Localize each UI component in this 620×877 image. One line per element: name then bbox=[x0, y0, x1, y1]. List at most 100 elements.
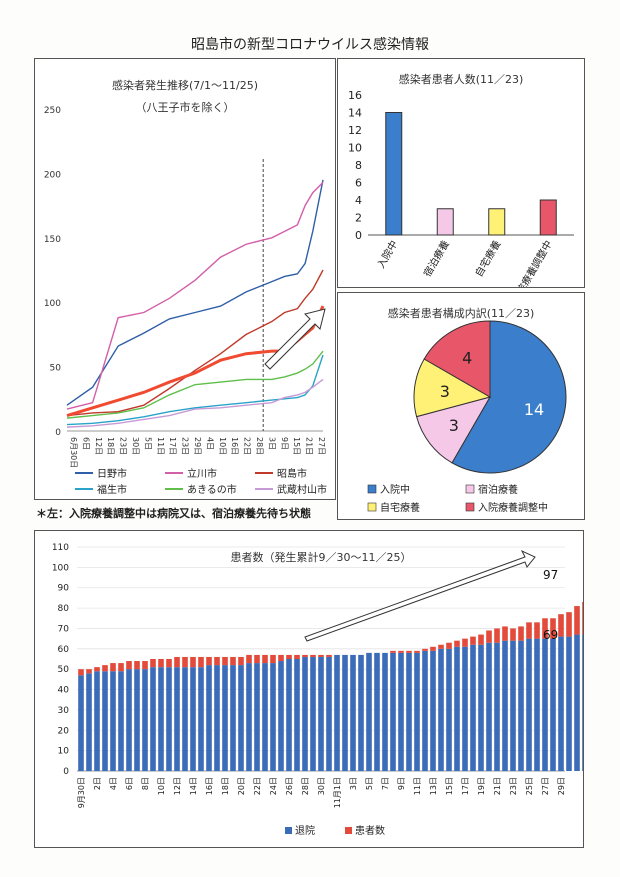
x-tick-label: 8日 bbox=[141, 777, 150, 790]
trend-arrow bbox=[304, 549, 536, 642]
bar-discharged bbox=[230, 665, 236, 771]
bar-patients bbox=[542, 618, 548, 639]
y-tick-label: 250 bbox=[44, 106, 61, 116]
bar-patients bbox=[390, 650, 396, 653]
bar-patients bbox=[494, 628, 500, 643]
bar-patients bbox=[110, 663, 116, 672]
bar-discharged bbox=[126, 669, 132, 771]
bar-discharged bbox=[342, 654, 348, 771]
x-tick-label: 12日 bbox=[173, 777, 182, 795]
y-tick-label: 14 bbox=[348, 107, 362, 120]
chart-title: 患者数（発生累計9／30～11／25） bbox=[231, 550, 412, 564]
bar-patients bbox=[574, 606, 580, 635]
legend-swatch bbox=[285, 827, 292, 834]
slice-label: 3 bbox=[440, 382, 450, 401]
bar-patients bbox=[270, 654, 276, 664]
bar-patients bbox=[182, 656, 188, 668]
y-tick-label: 100 bbox=[52, 563, 69, 573]
y-tick-label: 80 bbox=[58, 604, 70, 614]
x-tick-label: 10日 bbox=[218, 437, 227, 455]
x-tick-label: 25日 bbox=[525, 777, 534, 795]
bar-discharged bbox=[270, 663, 276, 771]
bar-patients bbox=[86, 669, 92, 674]
bar-discharged bbox=[566, 636, 572, 771]
y-tick-label: 40 bbox=[58, 686, 70, 696]
legend-label: 入院療養調整中 bbox=[478, 501, 548, 514]
category-label: 宿泊療養 bbox=[421, 238, 452, 279]
chart-title: 感染者患者人数(11／23) bbox=[399, 72, 524, 86]
bar-discharged bbox=[326, 656, 332, 771]
x-tick-label: 13日 bbox=[429, 777, 438, 795]
bar-discharged bbox=[318, 656, 324, 771]
category-label: 入院中 bbox=[374, 238, 400, 270]
x-tick-label: 24日 bbox=[269, 777, 278, 795]
bar-patients bbox=[238, 656, 244, 666]
bar-discharged bbox=[358, 654, 364, 771]
y-tick-label: 0 bbox=[63, 767, 69, 777]
bar-discharged bbox=[174, 667, 180, 771]
y-tick-label: 110 bbox=[52, 543, 69, 553]
bar-discharged bbox=[350, 654, 356, 771]
bar-patients bbox=[118, 663, 124, 672]
bar-patients bbox=[254, 654, 260, 664]
x-tick-label: 16日 bbox=[205, 777, 214, 795]
legend-swatch bbox=[465, 502, 475, 512]
bar-patients bbox=[102, 665, 108, 672]
bar-discharged bbox=[534, 638, 540, 771]
bar-patients bbox=[214, 656, 220, 666]
status-bar-panel: 感染者患者人数(11／23) 0 2 4 6 8 10 12 14 16 入院中 宿泊療養 自宅療養 入院… bbox=[337, 58, 585, 305]
bar-patients bbox=[134, 661, 140, 670]
y-tick-label: 2 bbox=[355, 212, 362, 225]
bar-patients bbox=[126, 661, 132, 670]
legend-label: 患者数 bbox=[355, 824, 385, 837]
bar-discharged bbox=[190, 667, 196, 771]
bar-patients bbox=[550, 618, 556, 639]
bar-discharged bbox=[414, 652, 420, 771]
bar-patients bbox=[406, 650, 412, 653]
x-tick-label: 27日 bbox=[317, 437, 326, 455]
x-tick-label: 21日 bbox=[305, 437, 314, 455]
bar-patients bbox=[78, 669, 84, 676]
bar-discharged bbox=[390, 652, 396, 771]
x-tick-label: 28日 bbox=[301, 777, 310, 795]
x-tick-label: 3日 bbox=[267, 437, 276, 450]
bar-discharged bbox=[262, 663, 268, 771]
slice-label: 14 bbox=[524, 400, 544, 419]
series-line bbox=[66, 179, 324, 406]
bar-patients bbox=[566, 612, 572, 637]
end-label-discharged: 69 bbox=[543, 628, 558, 642]
line-chart: 感染者発生推移(7/1～11/25) （八王子市を除く） 0 50 100 150 200 2… bbox=[44, 78, 327, 496]
bar bbox=[385, 112, 403, 236]
x-tick-label: 23日 bbox=[181, 437, 190, 455]
bar-patients bbox=[462, 638, 468, 647]
legend-label: あきるの市 bbox=[187, 483, 237, 496]
x-tick-label: 4日 bbox=[109, 777, 118, 790]
category-label: 入院療養調整中 bbox=[509, 238, 555, 287]
bar-discharged bbox=[494, 642, 500, 771]
y-tick-label: 70 bbox=[58, 624, 70, 634]
bar-discharged bbox=[118, 671, 124, 771]
x-tick-label: 23日 bbox=[119, 437, 128, 455]
x-tick-label: 5日 bbox=[143, 437, 152, 450]
bar-discharged bbox=[286, 659, 292, 771]
cumulative-stacked-bar-chart: 患者数（発生累計9／30～11／25） 0 10 20 30 40 50 60 70 80 90 10… bbox=[52, 543, 620, 837]
bar-patients bbox=[414, 650, 420, 653]
footnote: ＊左：入院療養調整中は病院又は、宿泊療養先待ち状態 bbox=[36, 507, 311, 520]
bar-patients bbox=[174, 656, 180, 668]
x-tick-label: 21日 bbox=[493, 777, 502, 795]
bar bbox=[488, 208, 506, 236]
bar-patients bbox=[230, 656, 236, 666]
bar-patients bbox=[446, 642, 452, 649]
x-tick-label: 10日 bbox=[157, 777, 166, 795]
bar-discharged bbox=[94, 671, 100, 771]
x-tick-label: 30日 bbox=[317, 777, 326, 795]
bar-patients bbox=[286, 654, 292, 659]
slice-label: 4 bbox=[462, 349, 472, 368]
bar-discharged bbox=[86, 673, 92, 771]
bar-patients bbox=[142, 661, 148, 670]
x-tick-label: 18日 bbox=[106, 437, 115, 455]
bar-discharged bbox=[446, 648, 452, 771]
y-tick-label: 10 bbox=[58, 747, 70, 757]
bar-discharged bbox=[550, 638, 556, 771]
